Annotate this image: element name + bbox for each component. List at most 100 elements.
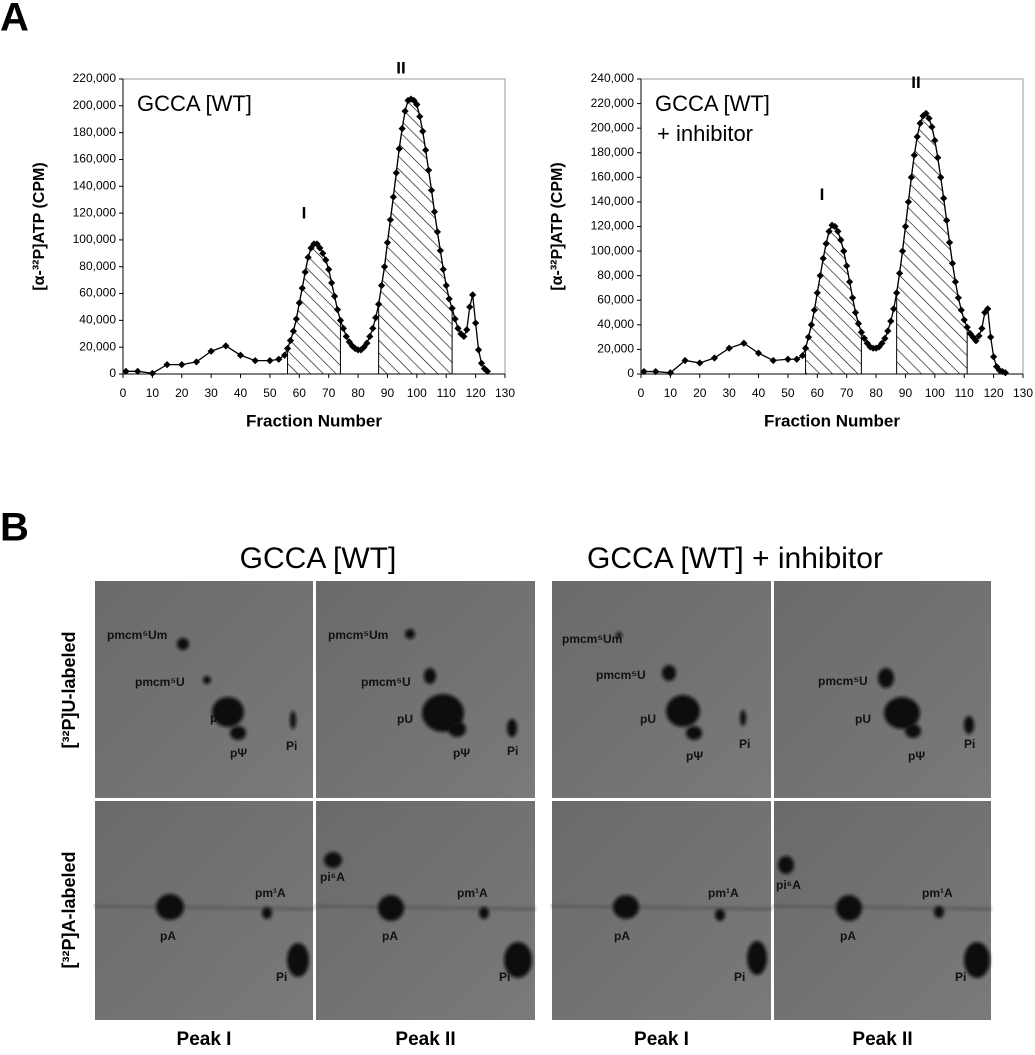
data-marker [425, 166, 433, 174]
data-marker [822, 240, 830, 248]
y-tick-label: 120,000 [591, 219, 635, 233]
data-marker [148, 369, 156, 377]
data-marker [710, 354, 719, 362]
data-marker [333, 306, 342, 314]
data-marker [339, 324, 347, 333]
data-marker [222, 342, 230, 350]
gel-spot [662, 665, 676, 681]
spot-label: Pi [286, 739, 297, 753]
gel-spot [287, 943, 309, 977]
data-marker [292, 315, 300, 323]
data-marker [286, 336, 295, 345]
x-tick-label: 80 [351, 386, 365, 400]
data-marker [998, 367, 1007, 376]
data-marker [463, 326, 471, 334]
gel-spot [905, 724, 921, 738]
data-marker [681, 356, 689, 365]
data-marker [436, 247, 444, 255]
y-tick-label: 20,000 [597, 342, 634, 356]
data-marker [799, 351, 807, 360]
x-tick-label: 130 [495, 386, 515, 400]
data-marker [439, 265, 447, 274]
gel-spot [666, 695, 700, 727]
shaded-peak [378, 98, 453, 375]
gel-spot [878, 668, 894, 688]
data-marker [652, 367, 660, 376]
data-marker [978, 324, 986, 333]
data-marker [878, 339, 886, 347]
data-marker [366, 332, 374, 341]
data-marker [457, 330, 465, 338]
spot-label: pm¹A [922, 886, 953, 900]
gel-image: pA pm¹A Pi [551, 801, 772, 1020]
spot-label: pmcm⁵U [135, 675, 185, 689]
y-tick-label: 40,000 [597, 317, 634, 331]
gel-spot [884, 697, 920, 729]
chart-annotation: GCCA [WT] [137, 91, 252, 116]
data-line [125, 98, 488, 375]
data-marker [178, 361, 186, 369]
data-marker [834, 227, 842, 236]
data-marker [236, 351, 245, 359]
data-marker [163, 361, 171, 369]
spot-label: pU [397, 712, 413, 726]
data-marker [984, 305, 992, 313]
gel-image: pi⁶A pA pm¹A Pi [773, 801, 992, 1020]
spot-label: pmcm⁵Um [562, 632, 622, 646]
x-tick-label: 10 [146, 386, 160, 400]
x-tick-label: 30 [204, 386, 218, 400]
data-marker [975, 332, 983, 340]
spot-label: pA [840, 929, 856, 943]
x-tick-label: 120 [466, 386, 486, 400]
spot-label: Pi [499, 970, 510, 984]
gel-background [774, 801, 991, 1020]
data-marker [325, 265, 333, 274]
column-label: Peak I [634, 1029, 689, 1050]
gel-spot [212, 697, 244, 727]
data-marker [369, 324, 377, 333]
data-marker [295, 299, 303, 307]
data-marker [336, 316, 345, 324]
x-tick-label: 60 [293, 386, 307, 400]
spot-label: pmcm⁵Um [328, 628, 388, 642]
x-tick-label: 50 [263, 386, 277, 400]
y-tick-label: 180,000 [73, 125, 117, 139]
gel-background [95, 801, 313, 1020]
peak-label: II [396, 59, 405, 78]
gel-spot [405, 629, 415, 639]
y-axis-label: [α-³²P]ATP (CPM) [549, 162, 566, 290]
x-tick-label: 100 [407, 386, 427, 400]
data-marker [843, 262, 851, 270]
gel-spot [613, 895, 639, 919]
data-marker [419, 127, 427, 135]
x-tick-label: 80 [869, 386, 883, 400]
data-marker [134, 367, 142, 375]
data-marker [383, 238, 392, 247]
data-marker [931, 136, 939, 145]
data-marker [904, 198, 912, 206]
spot-label: pm¹A [457, 886, 488, 900]
data-marker [319, 249, 327, 257]
y-tick-label: 20,000 [79, 339, 116, 353]
y-tick-label: 160,000 [73, 152, 117, 166]
gel-image: pmcm⁵U pU pΨ Pi [774, 581, 991, 798]
spot-label: pΨ [230, 746, 247, 760]
spot-label: pΨ [908, 749, 925, 763]
data-marker [860, 334, 868, 342]
spot-label: Pi [955, 970, 966, 984]
y-tick-label: 220,000 [73, 71, 117, 85]
spot-label: pmcm⁵U [818, 674, 868, 688]
data-marker [474, 346, 483, 354]
data-marker [890, 305, 898, 313]
data-marker [872, 344, 880, 352]
data-marker [910, 151, 918, 159]
gel-spot [156, 894, 184, 920]
gel-spot [230, 726, 246, 740]
data-marker [840, 247, 848, 255]
data-marker [895, 269, 904, 277]
data-marker [951, 278, 960, 286]
data-marker [427, 186, 436, 194]
x-tick-label: 130 [1013, 386, 1033, 400]
data-marker [960, 316, 968, 324]
spot-label: pΨ [453, 746, 470, 760]
